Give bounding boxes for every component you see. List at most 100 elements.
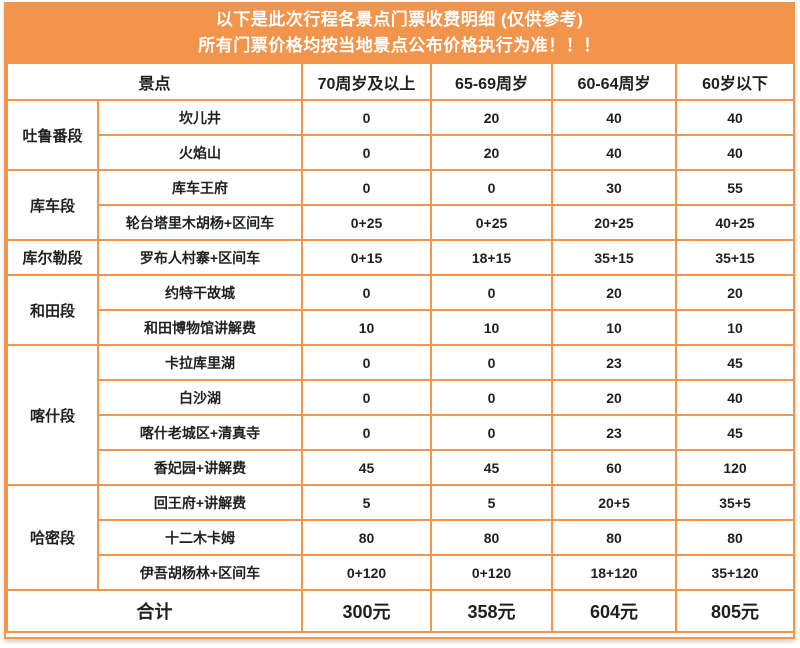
- price-cell: 80: [301, 519, 433, 556]
- price-cell: 40: [675, 134, 796, 171]
- price-cell: 0+120: [301, 554, 433, 591]
- price-cell: 0: [301, 134, 433, 171]
- spot-cell: 伊吾胡杨林+区间车: [96, 554, 304, 591]
- price-cell: 35+5: [675, 484, 796, 521]
- price-table: 景点 70周岁及以上 65-69周岁 60-64周岁 60岁以下 吐鲁番段 坎儿…: [5, 62, 796, 633]
- total-label: 合计: [5, 589, 304, 633]
- spot-cell: 坎儿井: [96, 99, 304, 136]
- price-cell: 20: [675, 274, 796, 311]
- price-cell: 40+25: [675, 204, 796, 241]
- price-cell: 80: [430, 519, 554, 556]
- table-row: 吐鲁番段 坎儿井 0 20 40 40: [6, 99, 796, 171]
- spot-cell: 和田博物馆讲解费: [96, 309, 304, 346]
- header-age-under60: 60岁以下: [675, 62, 796, 101]
- header-row: 景点 70周岁及以上 65-69周岁 60-64周岁 60岁以下: [5, 62, 796, 101]
- price-cell: 20+25: [551, 204, 678, 241]
- spot-cell: 喀什老城区+清真寺: [96, 414, 304, 451]
- spot-cell: 香妃园+讲解费: [96, 449, 304, 486]
- price-cell: 0+120: [430, 554, 554, 591]
- table-row: 十二木卡姆 80 80 80 80: [7, 519, 796, 556]
- price-cell: 0: [430, 274, 554, 311]
- price-cell: 23: [551, 414, 678, 451]
- price-cell: 45: [301, 449, 433, 486]
- price-cell: 0: [301, 379, 433, 416]
- total-value: 604元: [551, 589, 678, 633]
- price-cell: 20: [430, 99, 554, 136]
- price-cell: 18+15: [430, 239, 554, 276]
- price-cell: 80: [551, 519, 678, 556]
- header-age-65-69: 65-69周岁: [430, 62, 554, 101]
- table-row: 库尔勒段 罗布人村寨+区间车 0+15 18+15 35+15 35+15: [6, 239, 796, 276]
- spot-cell: 约特干故城: [96, 274, 304, 311]
- spot-cell: 库车王府: [96, 169, 304, 206]
- price-cell: 18+120: [551, 554, 678, 591]
- spot-cell: 罗布人村寨+区间车: [96, 239, 304, 276]
- table-row: 喀什段 卡拉库里湖 0 0 23 45: [6, 344, 796, 486]
- table-row: 火焰山 0 20 40 40: [7, 134, 796, 171]
- spot-cell: 十二木卡姆: [96, 519, 304, 556]
- group-cell-kuerle: 库尔勒段: [6, 239, 99, 276]
- table-row: 和田段 约特干故城 0 0 20 20: [6, 274, 796, 346]
- price-cell: 0: [430, 169, 554, 206]
- price-cell: 20+5: [551, 484, 678, 521]
- price-cell: 0: [430, 379, 554, 416]
- price-cell: 40: [675, 379, 796, 416]
- price-cell: 10: [675, 309, 796, 346]
- price-table-sheet: 以下是此次行程各景点门票收费明细 (仅供参考) 所有门票价格均按当地景点公布价格…: [4, 2, 796, 639]
- group-cell-kashi: 喀什段: [6, 344, 99, 486]
- header-spot: 景点: [5, 62, 304, 101]
- price-cell: 5: [301, 484, 433, 521]
- total-value: 300元: [301, 589, 433, 633]
- price-cell: 35+15: [551, 239, 678, 276]
- banner-line-2: 所有门票价格均按当地景点公布价格执行为准！！！: [198, 36, 601, 55]
- price-cell: 35+120: [675, 554, 796, 591]
- price-cell: 0: [430, 344, 554, 381]
- table-row: 喀什老城区+清真寺 0 0 23 45: [7, 414, 796, 451]
- spot-cell: 火焰山: [96, 134, 304, 171]
- price-cell: 0+25: [301, 204, 433, 241]
- group-cell-turpan: 吐鲁番段: [6, 99, 99, 171]
- price-cell: 0: [301, 344, 433, 381]
- price-cell: 40: [675, 99, 796, 136]
- table-row: 伊吾胡杨林+区间车 0+120 0+120 18+120 35+120: [7, 554, 796, 591]
- spot-cell: 白沙湖: [96, 379, 304, 416]
- header-age-60-64: 60-64周岁: [551, 62, 678, 101]
- spot-cell: 卡拉库里湖: [96, 344, 304, 381]
- price-cell: 0+25: [430, 204, 554, 241]
- group-cell-kuche: 库车段: [6, 169, 99, 241]
- price-cell: 45: [675, 414, 796, 451]
- price-cell: 5: [430, 484, 554, 521]
- header-age-70plus: 70周岁及以上: [301, 62, 433, 101]
- table-row: 库车段 库车王府 0 0 30 55: [6, 169, 796, 241]
- price-cell: 45: [430, 449, 554, 486]
- price-cell: 80: [675, 519, 796, 556]
- price-cell: 60: [551, 449, 678, 486]
- total-value: 358元: [430, 589, 554, 633]
- group-cell-hetian: 和田段: [6, 274, 99, 346]
- price-cell: 0+15: [301, 239, 433, 276]
- price-cell: 40: [551, 134, 678, 171]
- table-row: 白沙湖 0 0 20 40: [7, 379, 796, 416]
- table-row: 香妃园+讲解费 45 45 60 120: [7, 449, 796, 486]
- price-cell: 30: [551, 169, 678, 206]
- banner-line-1: 以下是此次行程各景点门票收费明细 (仅供参考): [215, 9, 584, 29]
- title-banner: 以下是此次行程各景点门票收费明细 (仅供参考) 所有门票价格均按当地景点公布价格…: [6, 4, 793, 62]
- price-cell: 10: [430, 309, 554, 346]
- price-cell: 120: [675, 449, 796, 486]
- price-cell: 0: [301, 99, 433, 136]
- price-cell: 0: [301, 414, 433, 451]
- price-cell: 0: [301, 274, 433, 311]
- price-cell: 10: [301, 309, 433, 346]
- price-cell: 23: [551, 344, 678, 381]
- price-cell: 40: [551, 99, 678, 136]
- price-cell: 0: [301, 169, 433, 206]
- price-cell: 35+15: [675, 239, 796, 276]
- price-cell: 20: [551, 379, 678, 416]
- total-row: 合计 300元 358元 604元 805元: [5, 589, 796, 633]
- price-cell: 55: [675, 169, 796, 206]
- price-cell: 0: [430, 414, 554, 451]
- price-cell: 45: [675, 344, 796, 381]
- table-row: 和田博物馆讲解费 10 10 10 10: [7, 309, 796, 346]
- spot-cell: 回王府+讲解费: [96, 484, 304, 521]
- price-cell: 20: [551, 274, 678, 311]
